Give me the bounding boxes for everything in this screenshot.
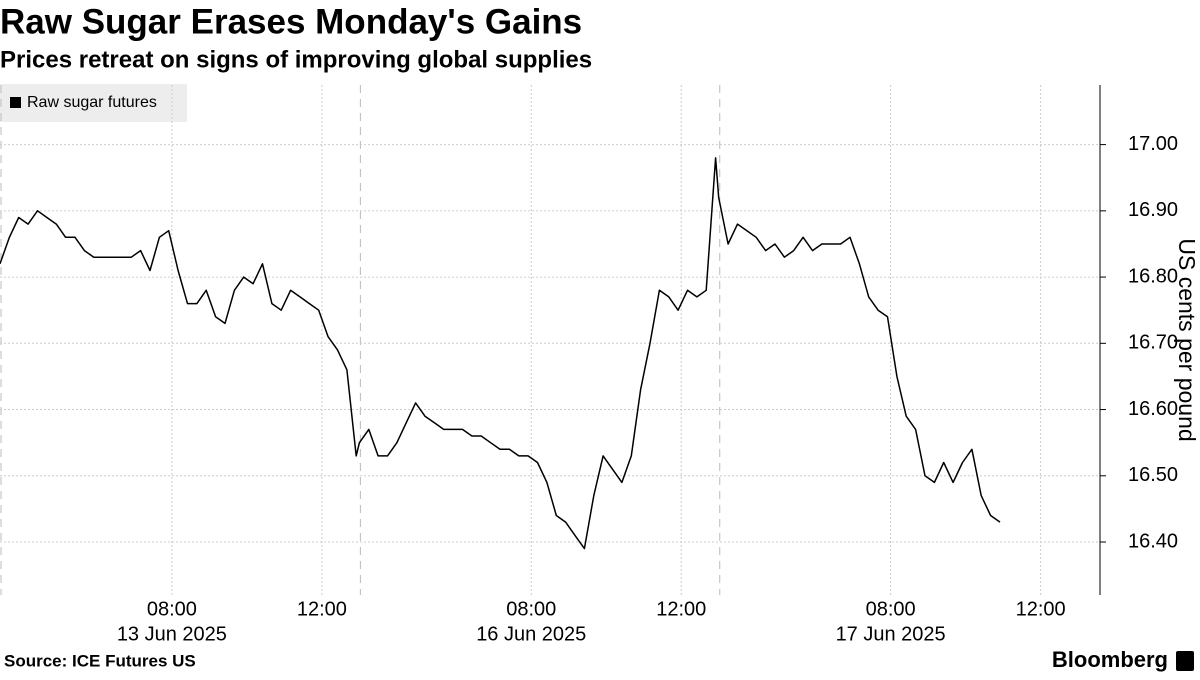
y-tick-label: 16.50 bbox=[1128, 464, 1178, 486]
x-tick-label: 12:00 bbox=[1016, 598, 1066, 620]
y-tick-label: 16.80 bbox=[1128, 265, 1178, 287]
y-tick-label: 16.40 bbox=[1128, 530, 1178, 552]
source: Source: ICE Futures US bbox=[4, 651, 196, 670]
y-tick-label: 17.00 bbox=[1128, 133, 1178, 155]
price-line bbox=[0, 157, 1001, 550]
x-tick-label: 12:00 bbox=[656, 598, 706, 620]
x-date-label: 13 Jun 2025 bbox=[117, 623, 227, 645]
y-tick-label: 16.60 bbox=[1128, 398, 1178, 420]
brand: Bloomberg bbox=[1052, 647, 1168, 672]
x-tick-label: 08:00 bbox=[147, 598, 197, 620]
y-tick-label: 16.90 bbox=[1128, 199, 1178, 221]
legend-swatch bbox=[10, 97, 21, 108]
x-tick-label: 12:00 bbox=[297, 598, 347, 620]
x-tick-label: 08:00 bbox=[866, 598, 916, 620]
y-tick-label: 16.70 bbox=[1128, 332, 1178, 354]
chart-subtitle: Prices retreat on signs of improving glo… bbox=[0, 46, 592, 73]
x-tick-label: 08:00 bbox=[506, 598, 556, 620]
chart-title: Raw Sugar Erases Monday's Gains bbox=[0, 2, 582, 41]
y-axis-label: US cents per pound bbox=[1174, 238, 1200, 441]
legend-label: Raw sugar futures bbox=[27, 94, 157, 111]
x-date-label: 16 Jun 2025 bbox=[476, 623, 586, 645]
legend-box bbox=[0, 84, 187, 122]
x-date-label: 17 Jun 2025 bbox=[836, 623, 946, 645]
brand-icon bbox=[1176, 651, 1194, 671]
